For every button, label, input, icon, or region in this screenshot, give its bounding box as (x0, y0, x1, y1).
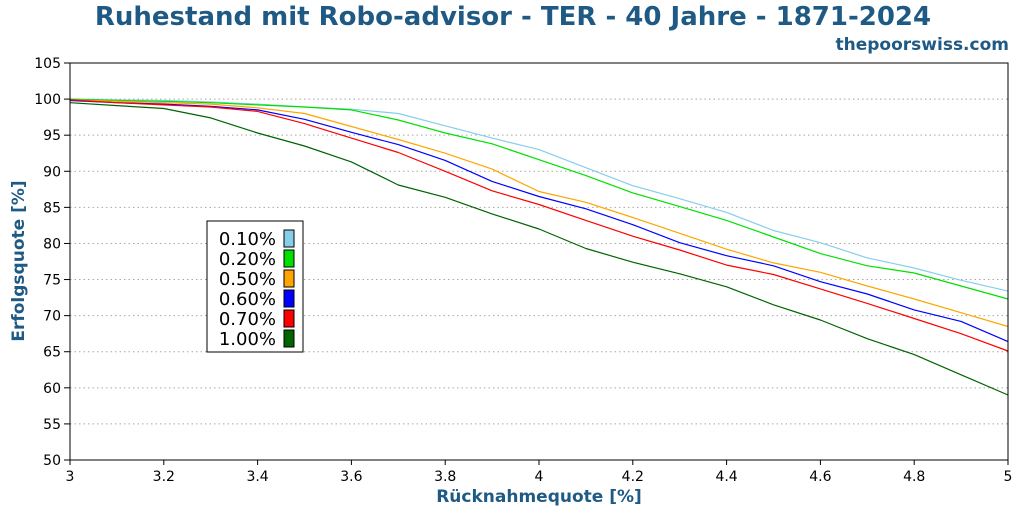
x-tick-label: 4 (535, 469, 544, 485)
x-tick-label: 3.4 (246, 469, 268, 485)
series-lines (69, 98, 1009, 396)
legend-swatch (283, 289, 295, 308)
series-line-4 (69, 99, 1009, 343)
legend-swatch (283, 329, 295, 348)
y-tick-label: 90 (43, 164, 61, 180)
y-axis-label: Erfolgsquote [%] (9, 180, 29, 341)
legend-swatch (283, 309, 295, 328)
x-tick-label: 3 (66, 469, 75, 485)
legend-label: 0.10% (219, 229, 276, 250)
y-tick-label: 80 (43, 236, 61, 252)
legend-label: 0.50% (219, 269, 276, 290)
legend-swatch (283, 229, 295, 248)
x-tick-label: 4.8 (903, 469, 925, 485)
x-tick-label: 3.2 (153, 469, 175, 485)
legend: 0.10%0.20%0.50%0.60%0.70%1.00% (206, 220, 304, 353)
legend-label: 0.20% (219, 249, 276, 270)
legend-label: 0.60% (219, 289, 276, 310)
series-line-6 (69, 102, 1009, 396)
chart-title: Ruhestand mit Robo-advisor - TER - 40 Ja… (95, 2, 931, 32)
y-tick-label: 60 (43, 381, 61, 397)
y-tick-label: 65 (43, 345, 61, 361)
series-line-5 (69, 99, 1009, 352)
x-tick-label: 3.6 (340, 469, 362, 485)
y-tick-label: 100 (34, 92, 61, 108)
y-tick-label: 70 (43, 309, 61, 325)
x-tick-label: 3.8 (434, 469, 456, 485)
x-tick-label: 5 (1004, 469, 1013, 485)
y-tick-label: 50 (43, 453, 61, 469)
y-tick-label: 85 (43, 200, 61, 216)
legend-swatch (283, 269, 295, 288)
y-tick-label: 75 (43, 273, 61, 289)
y-tick-label: 55 (43, 417, 61, 433)
x-tick-label: 4.6 (809, 469, 831, 485)
series-line-2 (69, 98, 1009, 300)
x-axis-label: Rücknahmequote [%] (436, 487, 642, 507)
grid (70, 98, 1008, 425)
series-line-1 (69, 98, 1009, 292)
x-tick-label: 4.2 (622, 469, 644, 485)
x-tick-label: 4.4 (715, 469, 737, 485)
series-line-3 (69, 99, 1009, 328)
legend-swatch (283, 249, 295, 268)
y-tick-label: 95 (43, 128, 61, 144)
source-label: thepoorswiss.com (836, 35, 1010, 55)
y-tick-label: 105 (34, 56, 61, 72)
axis-ticks: 50 55 60 65 70 75 80 85 90 95 100 105 3 3.2 3.4 3.6 3.8 4… (34, 56, 1012, 485)
legend-label: 1.00% (219, 329, 276, 350)
legend-label: 0.70% (219, 309, 276, 330)
